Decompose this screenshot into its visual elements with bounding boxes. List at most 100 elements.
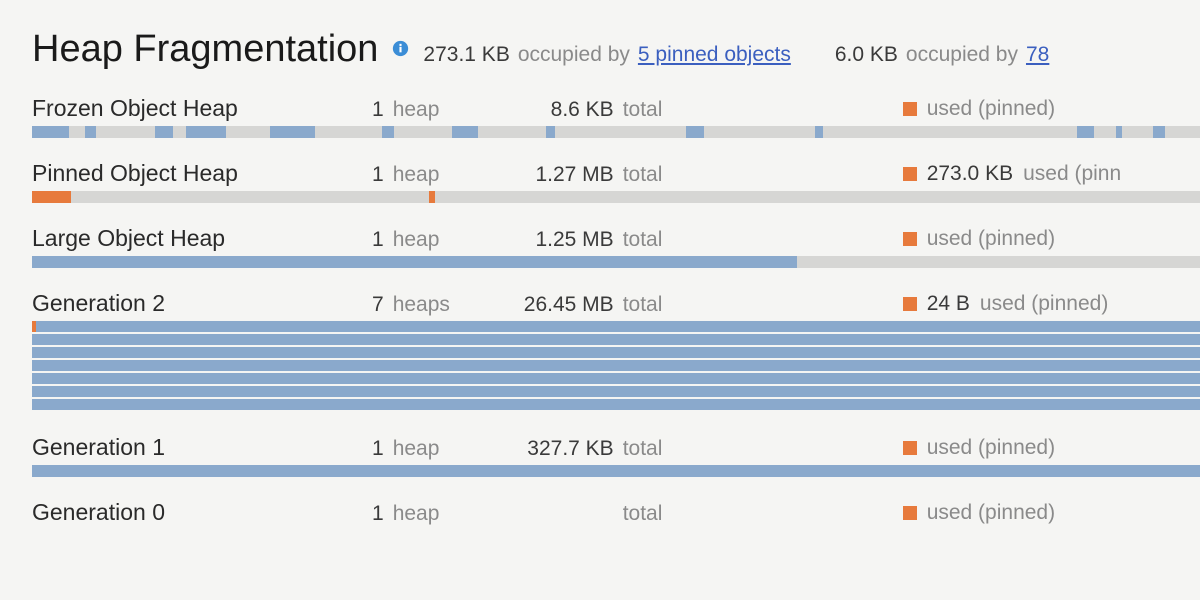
legend-swatch-icon: [903, 102, 917, 116]
heap-bar-segment: [32, 126, 69, 138]
heap-bar-segment: [186, 126, 226, 138]
heap-bar-track: [32, 399, 1200, 410]
heap-legend: used (pinned): [903, 227, 1055, 251]
heap-count: 1: [372, 98, 393, 122]
heap-legend: 273.0 KB used (pinn: [903, 162, 1121, 186]
summary-secondary-label: occupied by: [906, 43, 1018, 67]
heap-bars: [32, 191, 1200, 203]
heap-total: 1.25 MB: [513, 228, 623, 252]
legend-label: used (pinned): [927, 97, 1055, 121]
heap-section-name: Generation 1: [32, 434, 372, 461]
heap-section: Generation 27heaps26.45 MBtotal24 Bused …: [32, 284, 1200, 410]
legend-label: used (pinned): [927, 501, 1055, 525]
heap-section-header: Pinned Object Heap1heap1.27 MBtotal273.0…: [32, 154, 1200, 191]
heap-legend: used (pinned): [903, 436, 1055, 460]
heap-bar-segment: [452, 126, 478, 138]
heap-section-name: Pinned Object Heap: [32, 160, 372, 187]
heap-section-header: Large Object Heap1heap1.25 MBtotal used (…: [32, 219, 1200, 256]
heap-total: 327.7 KB: [513, 437, 623, 461]
heap-bar-track: [32, 360, 1200, 371]
heap-bar-segment: [32, 256, 797, 268]
heap-total-label: total: [623, 228, 903, 252]
heap-total-label: total: [623, 163, 903, 187]
heap-bar-track: [32, 126, 1200, 138]
heap-bar-segment: [32, 191, 71, 203]
heap-section-name: Large Object Heap: [32, 225, 372, 252]
heap-section: Generation 01heaptotalused (pinned): [32, 493, 1200, 530]
heap-count: 7: [372, 293, 393, 317]
heap-bar-segment: [155, 126, 174, 138]
heap-total: 8.6 KB: [513, 98, 623, 122]
legend-label: used (pinned): [927, 436, 1055, 460]
info-icon[interactable]: [392, 40, 409, 57]
heap-total: 26.45 MB: [513, 293, 623, 317]
heap-total-label: total: [623, 293, 903, 317]
summary-secondary-value: 6.0 KB: [835, 43, 898, 67]
legend-swatch-icon: [903, 167, 917, 181]
heap-bar-track: [32, 373, 1200, 384]
heap-count: 1: [372, 502, 393, 526]
heap-section-header: Frozen Object Heap1heap8.6 KBtotalused (…: [32, 89, 1200, 126]
summary-pinned-label: occupied by: [518, 43, 630, 67]
heap-bars: [32, 321, 1200, 410]
heap-bar-segment: [1077, 126, 1093, 138]
heap-bar-segment: [85, 126, 97, 138]
summary-secondary-link[interactable]: 78: [1026, 43, 1049, 67]
heap-total-label: total: [623, 437, 903, 461]
legend-label: used (pinn: [1023, 162, 1121, 186]
legend-swatch-icon: [903, 297, 917, 311]
heap-bars: [32, 465, 1200, 477]
heap-section: Frozen Object Heap1heap8.6 KBtotalused (…: [32, 89, 1200, 138]
heap-bar-track: [32, 191, 1200, 203]
heap-bar-segment: [382, 126, 394, 138]
heap-legend: used (pinned): [903, 97, 1055, 121]
page-header: Heap Fragmentation 273.1 KB occupied by …: [32, 28, 1200, 71]
heap-bar-segment: [1153, 126, 1165, 138]
heap-count-label: heap: [393, 98, 513, 122]
heap-bar-segment: [1116, 126, 1122, 138]
heap-section-header: Generation 11heap327.7 KBtotal used (pinn…: [32, 428, 1200, 465]
heap-bar-track: [32, 334, 1200, 345]
heap-section-name: Frozen Object Heap: [32, 95, 372, 122]
heap-count-label: heap: [393, 502, 513, 526]
heap-section-header: Generation 27heaps26.45 MBtotal24 Bused …: [32, 284, 1200, 321]
heap-bar-track: [32, 465, 1200, 477]
heap-bar-track: [32, 321, 1200, 332]
heap-bar-track: [32, 386, 1200, 397]
heap-count-label: heap: [393, 228, 513, 252]
heap-total: 1.27 MB: [513, 163, 623, 187]
heap-bar-segment: [32, 321, 36, 332]
heap-bars: [32, 256, 1200, 268]
summary-pinned: 273.1 KB occupied by 5 pinned objects: [423, 43, 790, 67]
legend-swatch-icon: [903, 441, 917, 455]
heap-count-label: heaps: [393, 293, 513, 317]
heap-section: Large Object Heap1heap1.25 MBtotal used (…: [32, 219, 1200, 268]
heap-count-label: heap: [393, 437, 513, 461]
heap-section: Pinned Object Heap1heap1.27 MBtotal273.0…: [32, 154, 1200, 203]
heap-bar-segment: [815, 126, 823, 138]
heap-bar-segment: [270, 126, 314, 138]
summary-secondary: 6.0 KB occupied by 78: [835, 43, 1049, 67]
page-title: Heap Fragmentation: [32, 28, 378, 71]
legend-swatch-icon: [903, 232, 917, 246]
legend-value: 273.0 KB: [927, 162, 1013, 186]
heap-bar-segment: [686, 126, 704, 138]
heap-section-header: Generation 01heaptotalused (pinned): [32, 493, 1200, 530]
heap-bar-segment: [546, 126, 555, 138]
heap-count: 1: [372, 163, 393, 187]
summary-pinned-value: 273.1 KB: [423, 43, 509, 67]
heap-bar-track: [32, 347, 1200, 358]
legend-swatch-icon: [903, 506, 917, 520]
heap-sections: Frozen Object Heap1heap8.6 KBtotalused (…: [32, 89, 1200, 530]
heap-count-label: heap: [393, 163, 513, 187]
heap-bars: [32, 126, 1200, 138]
legend-label: used (pinned): [927, 227, 1055, 251]
heap-count: 1: [372, 228, 393, 252]
heap-bar-segment: [429, 191, 435, 203]
summary-pinned-link[interactable]: 5 pinned objects: [638, 43, 791, 67]
heap-legend: used (pinned): [903, 501, 1055, 525]
heap-count: 1: [372, 437, 393, 461]
heap-bar-track: [32, 256, 1200, 268]
heap-total-label: total: [623, 502, 903, 526]
heap-section: Generation 11heap327.7 KBtotal used (pinn…: [32, 428, 1200, 477]
